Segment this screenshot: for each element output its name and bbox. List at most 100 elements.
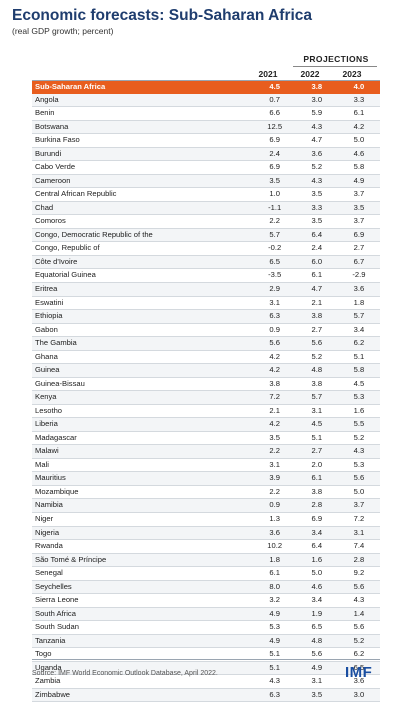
column-header-2022: 2022 — [300, 69, 320, 79]
table-row: Tanzania 4.9 4.8 5.2 — [32, 634, 380, 649]
country-name: Liberia — [32, 417, 254, 432]
table-row: Sierra Leone 3.2 3.4 4.3 — [32, 593, 380, 608]
growth-value-2023: -2.9 — [337, 268, 380, 283]
growth-value-2023: 3.7 — [337, 214, 380, 229]
growth-value-2023: 9.2 — [337, 566, 380, 581]
growth-value-2021: 5.7 — [253, 228, 296, 243]
country-name: Lesotho — [32, 404, 254, 419]
growth-value-2023: 5.6 — [337, 471, 380, 486]
growth-value-2023: 5.0 — [337, 485, 380, 500]
source-note: Source: IMF World Economic Outlook Datab… — [32, 670, 218, 677]
growth-value-2021: 4.9 — [253, 634, 296, 649]
growth-value-2021: 5.1 — [253, 661, 296, 676]
growth-value-2021: 4.3 — [253, 674, 296, 689]
growth-value-2021: 3.2 — [253, 593, 296, 608]
projections-header: PROJECTIONS — [303, 54, 369, 64]
growth-value-2021: 12.5 — [253, 120, 296, 135]
growth-value-2023: 3.0 — [337, 688, 380, 702]
growth-value-2023: 4.3 — [337, 593, 380, 608]
country-name: Central African Republic — [32, 187, 254, 202]
country-name: Botswana — [32, 120, 254, 135]
growth-value-2022: 4.3 — [295, 120, 338, 135]
growth-value-2023: 5.6 — [337, 580, 380, 595]
table-row: Ethiopia 6.3 3.8 5.7 — [32, 309, 380, 324]
growth-value-2023: 5.8 — [337, 363, 380, 378]
growth-value-2022: 2.7 — [295, 444, 338, 459]
country-name: Sierra Leone — [32, 593, 254, 608]
growth-value-2022: 6.9 — [295, 512, 338, 527]
growth-value-2023: 2.8 — [337, 553, 380, 568]
growth-value-2022: 5.2 — [295, 160, 338, 175]
footer-rule — [32, 659, 380, 660]
growth-value-2023: 1.8 — [337, 296, 380, 311]
table-row: Guinea 4.2 4.8 5.8 — [32, 363, 380, 378]
growth-value-2022: 4.3 — [295, 174, 338, 189]
table-row: Guinea-Bissau 3.8 3.8 4.5 — [32, 377, 380, 392]
country-name: Togo — [32, 647, 254, 662]
country-name: The Gambia — [32, 336, 254, 351]
country-name: Congo, Democratic Republic of the — [32, 228, 254, 243]
growth-value-2021: 0.9 — [253, 498, 296, 513]
table-row-regional-total: Sub-Saharan Africa 4.5 3.8 4.0 — [32, 81, 380, 94]
growth-value-2023: 1.4 — [337, 607, 380, 622]
growth-value-2022: 6.4 — [295, 539, 338, 554]
growth-value-2022: 4.7 — [295, 133, 338, 148]
growth-value-2022: 4.6 — [295, 580, 338, 595]
growth-value-2022: 4.7 — [295, 282, 338, 297]
country-name: Sub-Saharan Africa — [32, 81, 254, 94]
table-row: Gabon 0.9 2.7 3.4 — [32, 323, 380, 338]
growth-value-2022: 6.4 — [295, 228, 338, 243]
growth-value-2021: 4.9 — [253, 607, 296, 622]
table-row: Burkina Faso 6.9 4.7 5.0 — [32, 133, 380, 148]
growth-value-2023: 6.9 — [337, 228, 380, 243]
growth-value-2021: 6.3 — [253, 309, 296, 324]
table-row: Niger 1.3 6.9 7.2 — [32, 512, 380, 527]
growth-value-2023: 6.2 — [337, 336, 380, 351]
country-name: Mauritius — [32, 471, 254, 486]
country-name: Eswatini — [32, 296, 254, 311]
growth-value-2023: 6.2 — [337, 647, 380, 662]
growth-value-2023: 4.0 — [337, 81, 380, 94]
table-row: Botswana 12.5 4.3 4.2 — [32, 120, 380, 135]
country-name: Gabon — [32, 323, 254, 338]
growth-value-2022: 4.9 — [295, 661, 338, 676]
country-name: Ethiopia — [32, 309, 254, 324]
growth-value-2022: 5.6 — [295, 336, 338, 351]
growth-value-2021: 1.0 — [253, 187, 296, 202]
growth-value-2021: 5.1 — [253, 647, 296, 662]
growth-value-2021: 3.1 — [253, 296, 296, 311]
country-name: Comoros — [32, 214, 254, 229]
table-row: Uganda 5.1 4.9 6.5 — [32, 661, 380, 676]
growth-value-2021: 2.2 — [253, 444, 296, 459]
chart-subtitle: (real GDP growth; percent) — [12, 26, 114, 36]
growth-value-2022: 3.8 — [295, 485, 338, 500]
growth-value-2022: 5.1 — [295, 431, 338, 446]
growth-value-2022: 6.0 — [295, 255, 338, 270]
table-row: Malawi 2.2 2.7 4.3 — [32, 444, 380, 459]
growth-value-2021: 6.1 — [253, 566, 296, 581]
growth-value-2022: 3.5 — [295, 214, 338, 229]
country-name: Benin — [32, 106, 254, 121]
country-name: São Tomé & Príncipe — [32, 553, 254, 568]
growth-value-2022: 3.3 — [295, 201, 338, 216]
country-name: Côte d'Ivoire — [32, 255, 254, 270]
growth-value-2022: 3.8 — [295, 377, 338, 392]
growth-value-2023: 5.8 — [337, 160, 380, 175]
growth-value-2023: 3.3 — [337, 93, 380, 108]
imf-logo: IMF — [345, 664, 373, 681]
growth-value-2022: 5.7 — [295, 390, 338, 405]
table-row: Zambia 4.3 3.1 3.6 — [32, 674, 380, 689]
table-row: Senegal 6.1 5.0 9.2 — [32, 566, 380, 581]
table-row: Congo, Democratic Republic of the 5.7 6.4 6… — [32, 228, 380, 243]
growth-value-2021: 3.8 — [253, 377, 296, 392]
growth-value-2023: 3.7 — [337, 187, 380, 202]
growth-value-2023: 4.5 — [337, 377, 380, 392]
growth-value-2022: 6.1 — [295, 268, 338, 283]
table-row: The Gambia 5.6 5.6 6.2 — [32, 336, 380, 351]
growth-value-2023: 3.6 — [337, 282, 380, 297]
table-row: Mali 3.1 2.0 5.3 — [32, 458, 380, 473]
growth-value-2023: 4.2 — [337, 120, 380, 135]
growth-value-2022: 3.1 — [295, 404, 338, 419]
growth-value-2023: 3.6 — [337, 674, 380, 689]
growth-value-2021: 0.9 — [253, 323, 296, 338]
